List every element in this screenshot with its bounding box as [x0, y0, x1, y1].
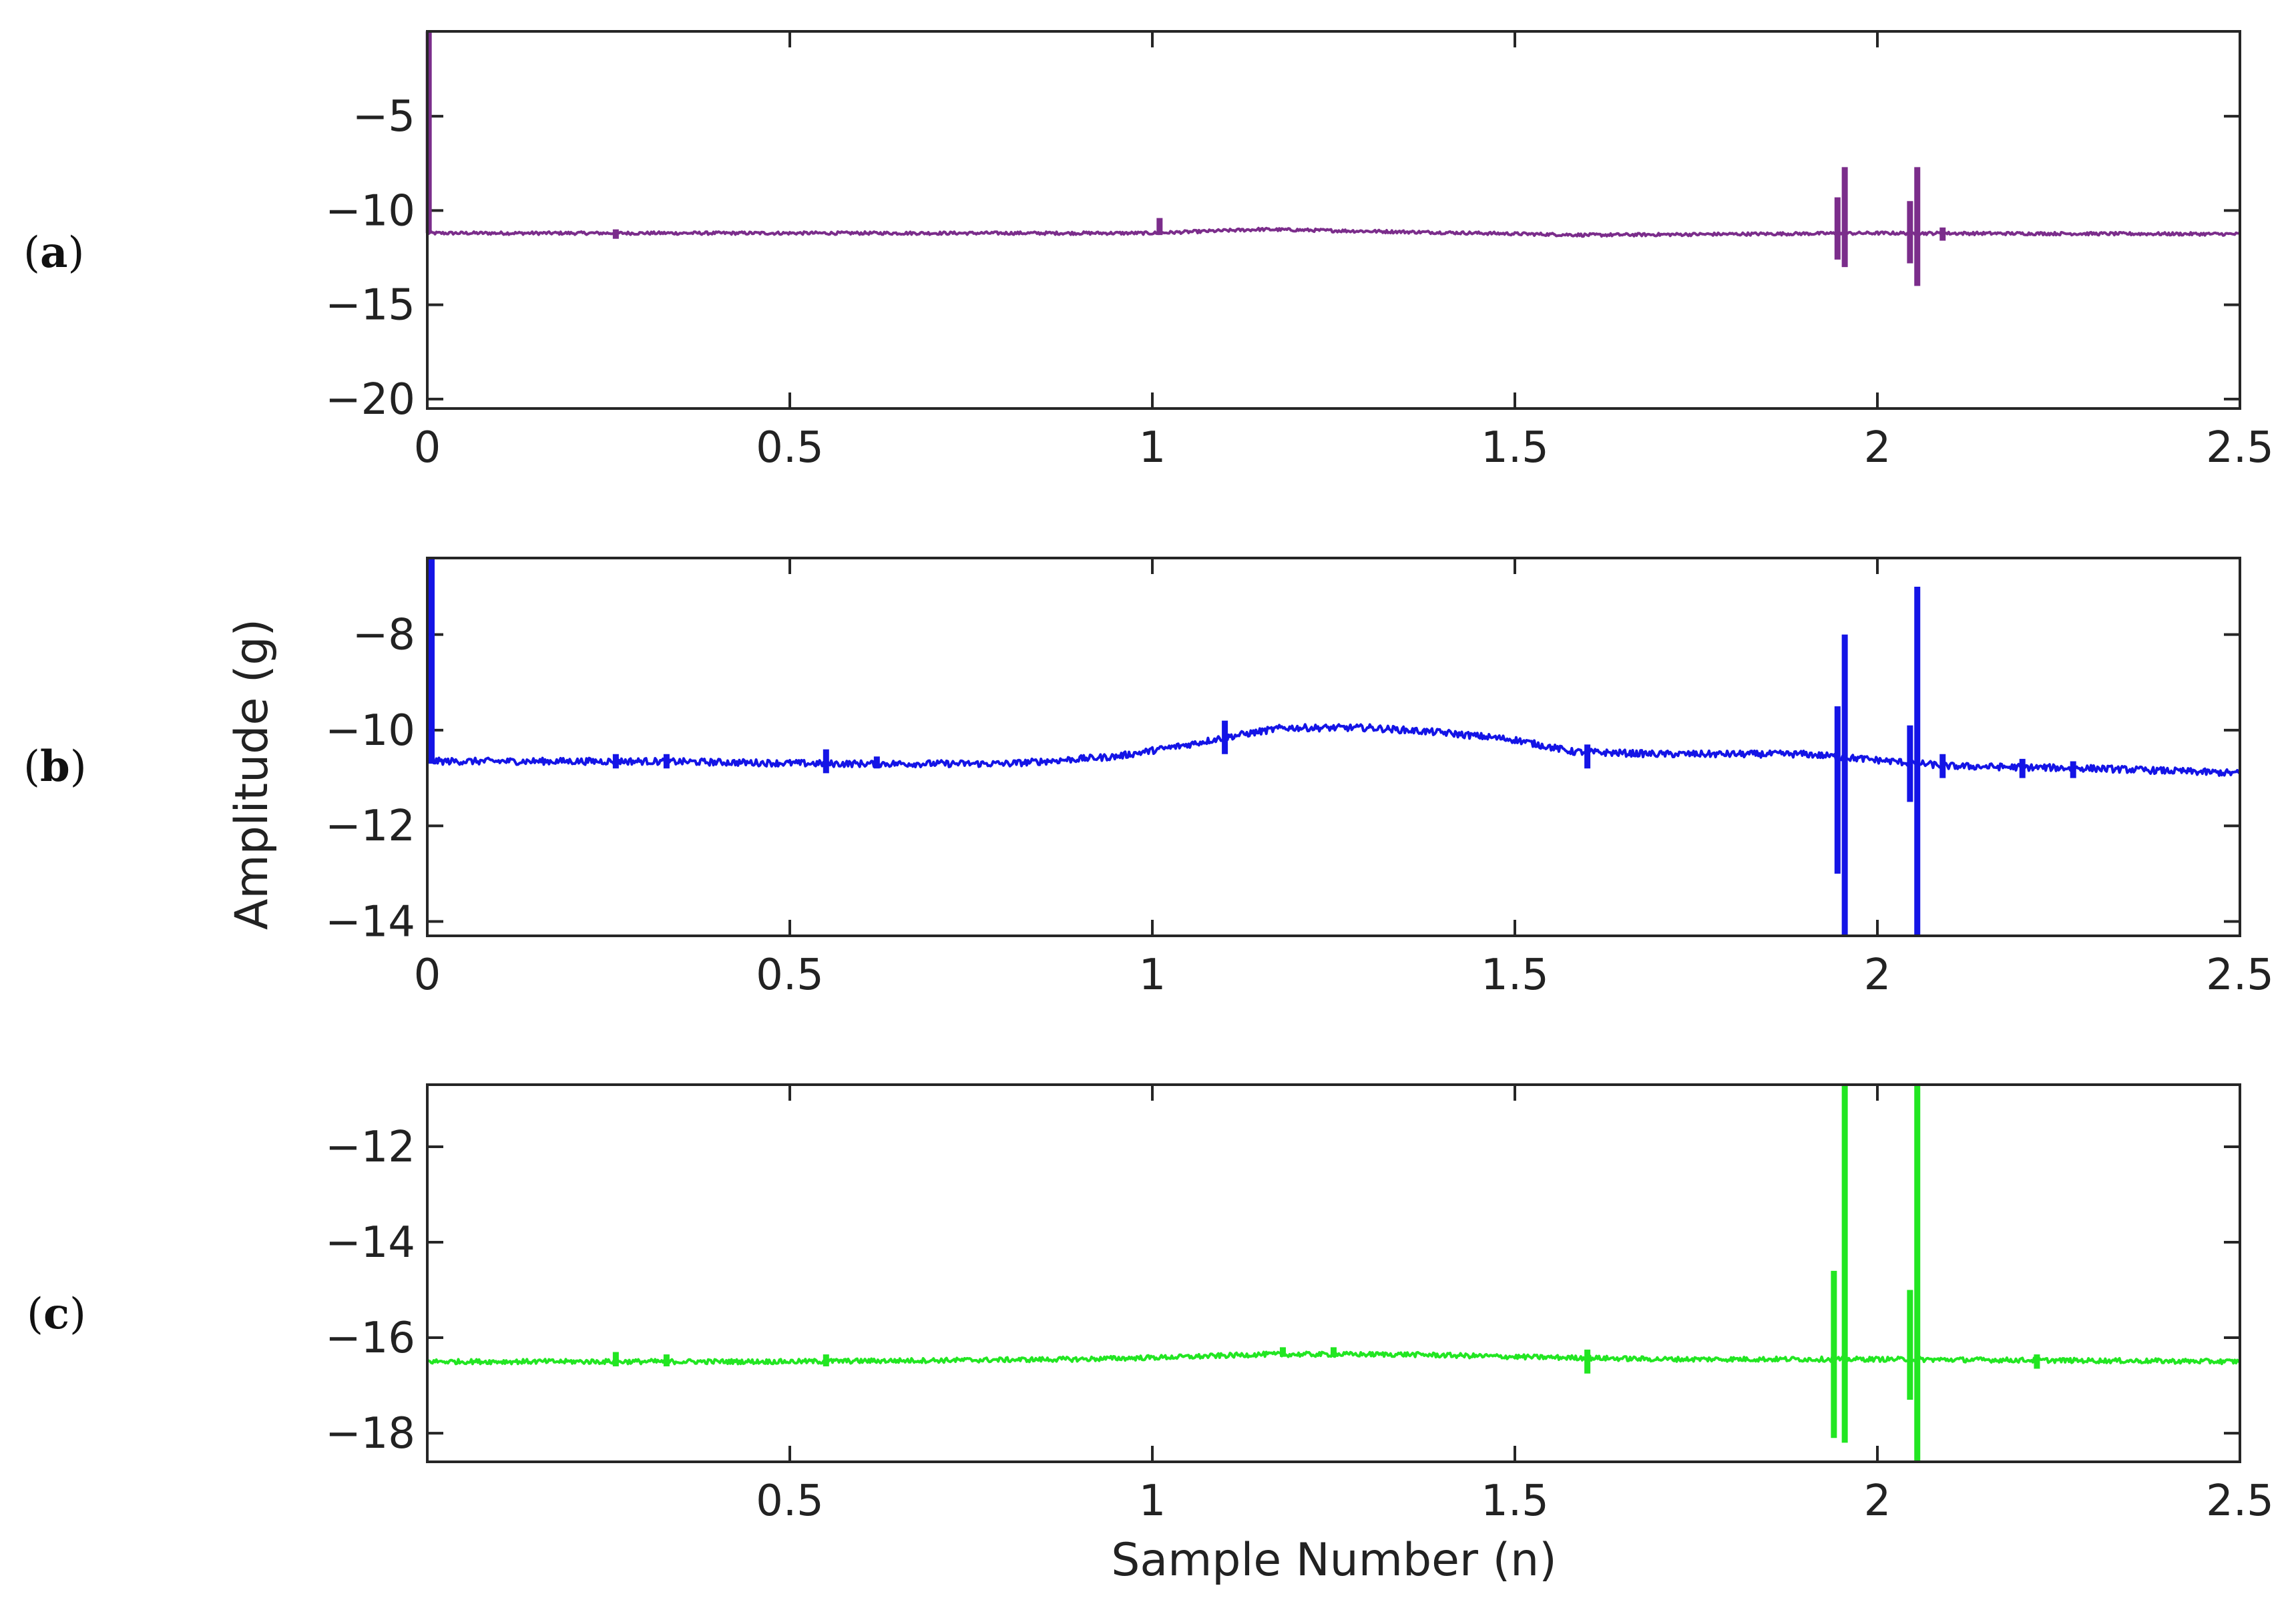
panel-label-c: (c): [27, 1289, 86, 1339]
y-tick-label-a-0: −5: [353, 92, 415, 142]
x-tick-label-a-1: 0.5: [756, 423, 824, 473]
x-tick-label-b-3: 1.5: [1481, 951, 1549, 1000]
y-tick-label-c-1: −14: [325, 1218, 415, 1268]
y-tick-label-a-2: −15: [325, 281, 415, 330]
panel-label-a: (a): [23, 228, 84, 278]
y-tick-label-b-1: −10: [325, 706, 415, 756]
y-tick-label-c-0: −12: [325, 1123, 415, 1172]
plot-frame-c: [426, 1083, 2241, 1463]
x-tick-label-b-5: 2.5: [2206, 951, 2274, 1000]
x-tick-label-a-0: 0: [414, 423, 441, 473]
y-tick-label-c-2: −16: [325, 1314, 415, 1363]
panel-b: (b) 0 0.5 1 1.5 2 2.5 −8 −10 −12 −14: [23, 557, 2274, 1000]
y-tick-label-c-3: −18: [325, 1409, 415, 1458]
panel-label-b: (b): [23, 742, 87, 792]
x-axis-title: Sample Number (n): [1111, 1534, 1557, 1587]
plot-frame-b: [426, 557, 2241, 937]
y-tick-label-a-1: −10: [325, 186, 415, 236]
y-tick-label-b-2: −12: [325, 802, 415, 851]
x-tick-label-b-0: 0: [414, 951, 441, 1000]
panel-c: (c) 0.5 1 1.5 2 2.5 −12 −14 −16 −18: [27, 1083, 2274, 1526]
trace-a: [426, 226, 2241, 238]
panel-a: (a) 0 0.5 1 1.5 2 2.5 −5 −10 −15 −20: [23, 30, 2274, 473]
trace-b: [426, 723, 2241, 777]
x-tick-label-a-2: 1: [1139, 423, 1166, 473]
plot-frame-a: [426, 30, 2241, 410]
x-tick-label-b-1: 0.5: [756, 951, 824, 1000]
x-tick-label-c-1: 1: [1139, 1477, 1166, 1526]
x-tick-label-c-4: 2.5: [2206, 1477, 2274, 1526]
y-tick-label-a-3: −20: [325, 375, 415, 425]
y-tick-label-b-0: −8: [353, 611, 415, 660]
x-tick-label-b-4: 2: [1864, 951, 1891, 1000]
x-tick-label-a-5: 2.5: [2206, 423, 2274, 473]
x-tick-label-c-0: 0.5: [756, 1477, 824, 1526]
x-tick-label-b-2: 1: [1139, 951, 1166, 1000]
x-tick-label-a-3: 1.5: [1481, 423, 1549, 473]
x-tick-label-a-4: 2: [1864, 423, 1891, 473]
y-axis-title: Amplitude (g): [226, 619, 278, 930]
y-tick-label-b-3: −14: [325, 898, 415, 947]
x-tick-label-c-2: 1.5: [1481, 1477, 1549, 1526]
x-tick-label-c-3: 2: [1864, 1477, 1891, 1526]
